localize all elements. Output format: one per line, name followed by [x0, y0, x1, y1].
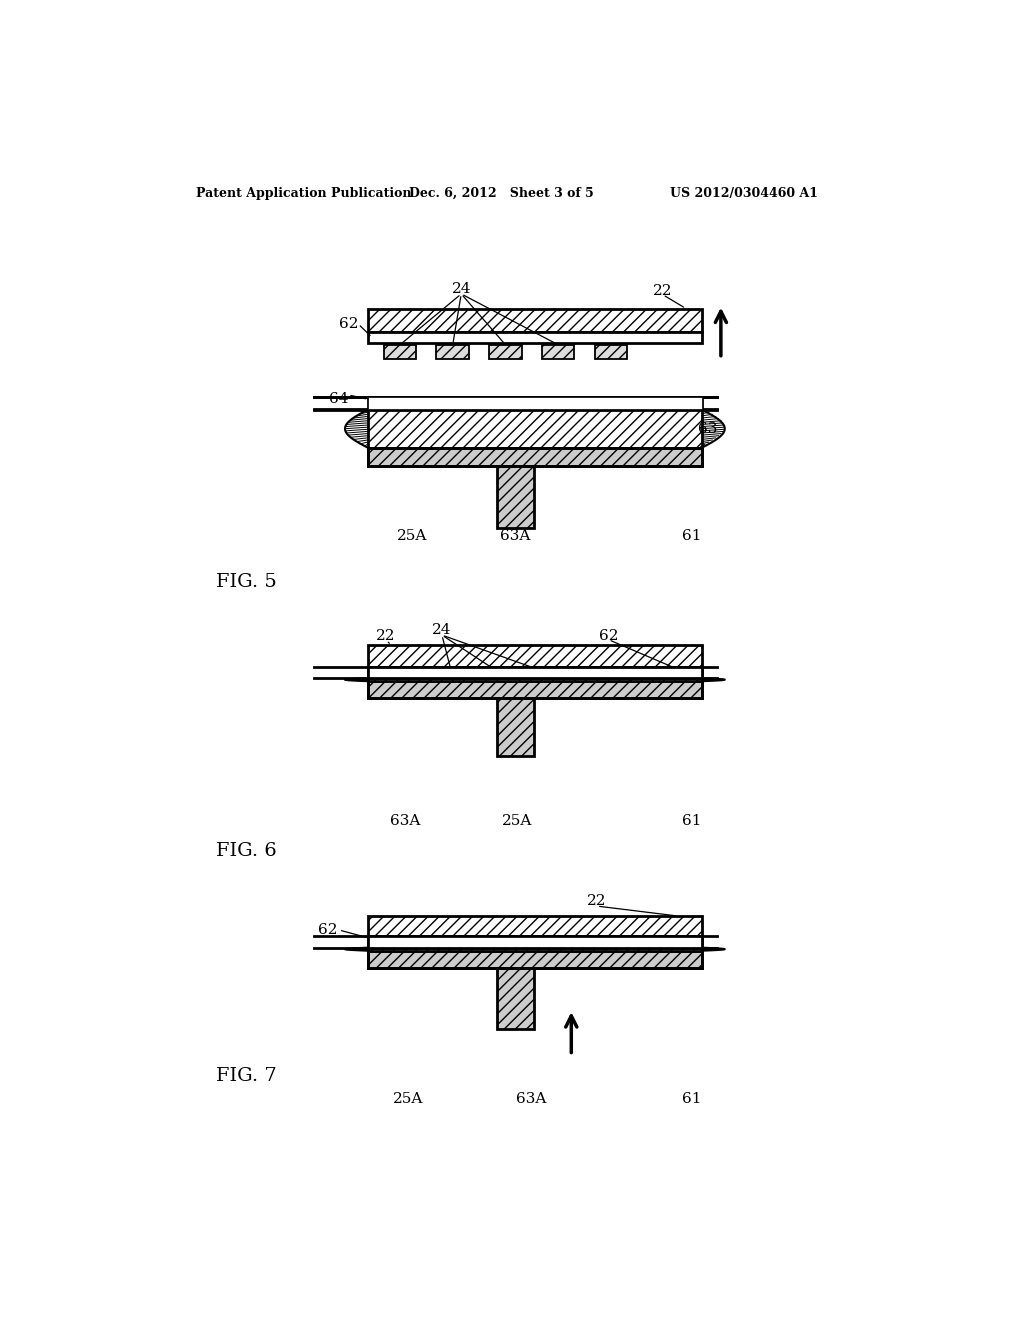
Polygon shape: [345, 678, 369, 681]
Text: 63: 63: [698, 422, 718, 437]
Text: Dec. 6, 2012   Sheet 3 of 5: Dec. 6, 2012 Sheet 3 of 5: [409, 187, 593, 199]
Bar: [369, 678, 701, 681]
Bar: [489, 345, 521, 359]
Text: 22: 22: [653, 284, 673, 298]
Bar: [369, 331, 701, 343]
Polygon shape: [701, 409, 725, 447]
Text: 63A: 63A: [390, 813, 421, 828]
Bar: [369, 936, 701, 948]
Text: 25A: 25A: [502, 813, 532, 828]
Text: Patent Application Publication: Patent Application Publication: [197, 187, 412, 199]
Bar: [369, 397, 701, 409]
Text: 25A: 25A: [396, 529, 427, 543]
Text: 63A: 63A: [501, 529, 530, 543]
Polygon shape: [345, 948, 369, 950]
Bar: [497, 698, 535, 756]
Bar: [369, 645, 701, 667]
Polygon shape: [701, 948, 725, 950]
Bar: [436, 345, 469, 359]
Bar: [542, 677, 574, 688]
Text: 62: 62: [318, 923, 338, 937]
Bar: [542, 345, 574, 359]
Text: 61: 61: [682, 1093, 701, 1106]
Text: 25A: 25A: [393, 1093, 424, 1106]
Polygon shape: [345, 409, 369, 447]
Text: 62: 62: [599, 628, 618, 643]
Bar: [369, 681, 701, 698]
Bar: [497, 968, 535, 1030]
Text: 61: 61: [682, 529, 701, 543]
Bar: [369, 309, 701, 331]
Bar: [384, 677, 417, 688]
Text: 61: 61: [682, 813, 701, 828]
Text: FIG. 7: FIG. 7: [216, 1068, 276, 1085]
Text: 22: 22: [587, 895, 606, 908]
Text: 24: 24: [432, 623, 452, 638]
Bar: [497, 466, 535, 528]
Bar: [369, 936, 701, 944]
Text: 64: 64: [329, 392, 348, 405]
Bar: [489, 677, 521, 688]
Text: FIG. 5: FIG. 5: [216, 573, 276, 591]
Bar: [369, 667, 701, 678]
Bar: [595, 345, 627, 359]
Bar: [436, 677, 469, 688]
Text: 24: 24: [452, 282, 471, 296]
Polygon shape: [701, 678, 725, 681]
Bar: [369, 667, 701, 676]
Text: US 2012/0304460 A1: US 2012/0304460 A1: [671, 187, 818, 199]
Bar: [369, 916, 701, 936]
Bar: [369, 397, 701, 409]
Bar: [369, 948, 701, 950]
Bar: [369, 950, 701, 968]
Bar: [369, 409, 701, 447]
Text: FIG. 6: FIG. 6: [216, 842, 276, 861]
Bar: [384, 345, 417, 359]
Text: 63A: 63A: [516, 1093, 546, 1106]
Bar: [369, 447, 701, 466]
Text: 62: 62: [339, 317, 358, 331]
Text: 22: 22: [377, 628, 396, 643]
Bar: [595, 677, 627, 688]
